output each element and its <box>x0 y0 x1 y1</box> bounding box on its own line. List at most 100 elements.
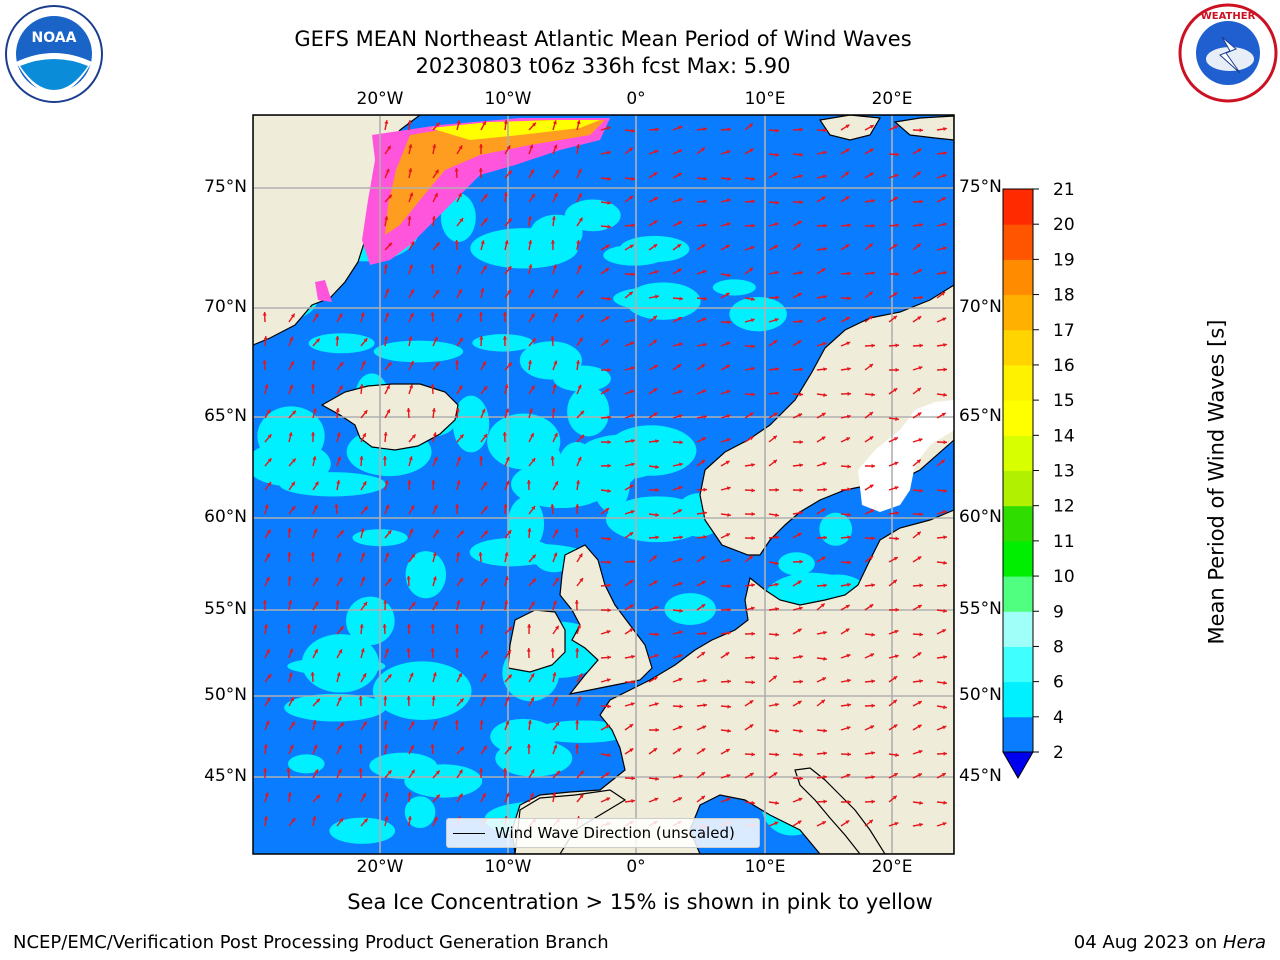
wind-wave-arrow <box>408 744 415 755</box>
wind-wave-arrow <box>407 119 412 131</box>
colorbar-tick-label: 19 <box>1053 250 1075 270</box>
wind-wave-arrow <box>720 414 731 419</box>
wind-wave-arrow <box>672 268 682 275</box>
wind-wave-arrow <box>936 628 947 635</box>
wind-wave-arrow <box>696 603 706 611</box>
wind-wave-arrow <box>840 628 850 635</box>
wind-wave-arrow <box>792 679 804 684</box>
wind-wave-arrow <box>672 363 682 371</box>
wind-wave-arrow <box>816 820 827 827</box>
wind-wave-arrow <box>312 816 317 827</box>
wind-wave-arrow <box>888 536 900 541</box>
wind-wave-arrow <box>455 407 460 419</box>
wind-wave-arrow <box>792 820 802 827</box>
wind-wave-arrow <box>816 507 826 515</box>
wind-wave-arrow <box>624 627 634 635</box>
wind-wave-arrow <box>600 463 612 468</box>
wind-wave-arrow <box>840 464 852 469</box>
colorbar-segment <box>1003 400 1033 436</box>
wind-wave-arrow <box>430 743 435 755</box>
wind-wave-arrow <box>864 315 874 323</box>
wind-wave-arrow <box>600 126 611 131</box>
wind-wave-arrow <box>936 246 947 251</box>
wind-wave-arrow <box>550 455 555 467</box>
axis-tick-label: 70°N <box>959 297 1002 317</box>
colorbar-segment <box>1003 505 1033 542</box>
wind-wave-arrow <box>624 291 634 299</box>
wind-wave-arrow <box>864 411 874 419</box>
colorbar-tick-label: 11 <box>1053 532 1075 552</box>
wind-wave-arrow <box>888 486 899 491</box>
map-legend: Wind Wave Direction (unscaled) <box>446 818 760 848</box>
wind-wave-arrow <box>552 672 557 683</box>
wind-wave-arrow <box>383 719 388 731</box>
wind-wave-arrow <box>358 743 363 755</box>
wind-wave-arrow <box>480 577 489 587</box>
wind-wave-arrow <box>264 697 271 707</box>
wind-wave-arrow <box>502 335 507 347</box>
wind-wave-arrow <box>480 288 485 299</box>
wind-wave-arrow <box>576 384 582 395</box>
wind-wave-arrow <box>456 552 461 563</box>
wind-wave-arrow <box>888 152 900 157</box>
wind-wave-arrow <box>912 438 923 443</box>
wind-wave-arrow <box>360 337 368 347</box>
wind-wave-arrow <box>264 409 271 419</box>
wind-wave-arrow <box>432 770 441 779</box>
wind-wave-arrow <box>528 264 533 275</box>
axis-tick-label: 20°E <box>871 89 913 109</box>
wind-wave-arrow <box>624 531 634 539</box>
wind-wave-arrow <box>264 457 272 467</box>
wind-wave-arrow <box>576 434 585 443</box>
wind-wave-arrow <box>384 577 392 587</box>
period-patch <box>284 693 386 722</box>
wind-wave-arrow <box>576 793 584 803</box>
wind-wave-arrow <box>744 436 754 443</box>
wind-wave-arrow <box>768 535 780 540</box>
period-patch <box>452 395 490 453</box>
wind-wave-arrow <box>720 320 732 325</box>
wind-wave-arrow <box>576 337 584 347</box>
wind-wave-arrow <box>383 599 388 611</box>
wind-wave-arrow <box>768 412 778 419</box>
axis-tick-label: 60°N <box>959 507 1002 527</box>
axis-tick-label: 60°N <box>204 507 247 527</box>
wind-wave-arrow <box>480 481 488 491</box>
wind-wave-arrow <box>527 215 532 227</box>
wind-wave-arrow <box>888 223 900 228</box>
wind-wave-arrow <box>527 719 532 731</box>
wind-wave-arrow <box>504 289 512 299</box>
wind-wave-arrow <box>720 748 731 755</box>
colorbar-segment <box>1003 646 1033 683</box>
wind-wave-arrow <box>744 176 756 181</box>
wind-wave-arrow <box>576 577 584 587</box>
wind-wave-arrow <box>384 648 389 659</box>
wind-wave-arrow <box>888 654 899 659</box>
wind-wave-arrow <box>624 604 634 611</box>
wind-wave-arrow <box>479 335 484 347</box>
wind-wave-arrow <box>768 561 779 566</box>
wind-wave-arrow <box>287 527 292 539</box>
axis-tick-label: 20°W <box>356 857 404 877</box>
colorbar-segment <box>1003 435 1033 471</box>
wind-wave-arrow <box>432 504 438 515</box>
wind-wave-arrow <box>648 243 658 251</box>
wind-wave-arrow <box>864 363 874 371</box>
wind-wave-arrow <box>720 244 731 251</box>
italy-land <box>794 767 886 854</box>
wind-wave-arrow <box>792 797 803 803</box>
wind-wave-arrow <box>744 245 755 251</box>
wind-wave-arrow <box>744 606 755 611</box>
wind-wave-arrow <box>264 384 269 395</box>
wind-wave-arrow <box>768 771 778 779</box>
wind-wave-arrow <box>624 195 634 203</box>
wind-wave-arrow <box>502 767 508 779</box>
period-patch <box>440 193 476 242</box>
wind-wave-arrow <box>696 223 707 228</box>
wind-wave-arrow <box>672 774 683 779</box>
wind-wave-arrow <box>264 673 272 683</box>
wind-wave-arrow <box>672 725 683 731</box>
wind-wave-arrow <box>600 176 612 181</box>
wind-wave-arrow <box>864 392 876 397</box>
svg-text:WEATHER: WEATHER <box>1201 11 1256 22</box>
